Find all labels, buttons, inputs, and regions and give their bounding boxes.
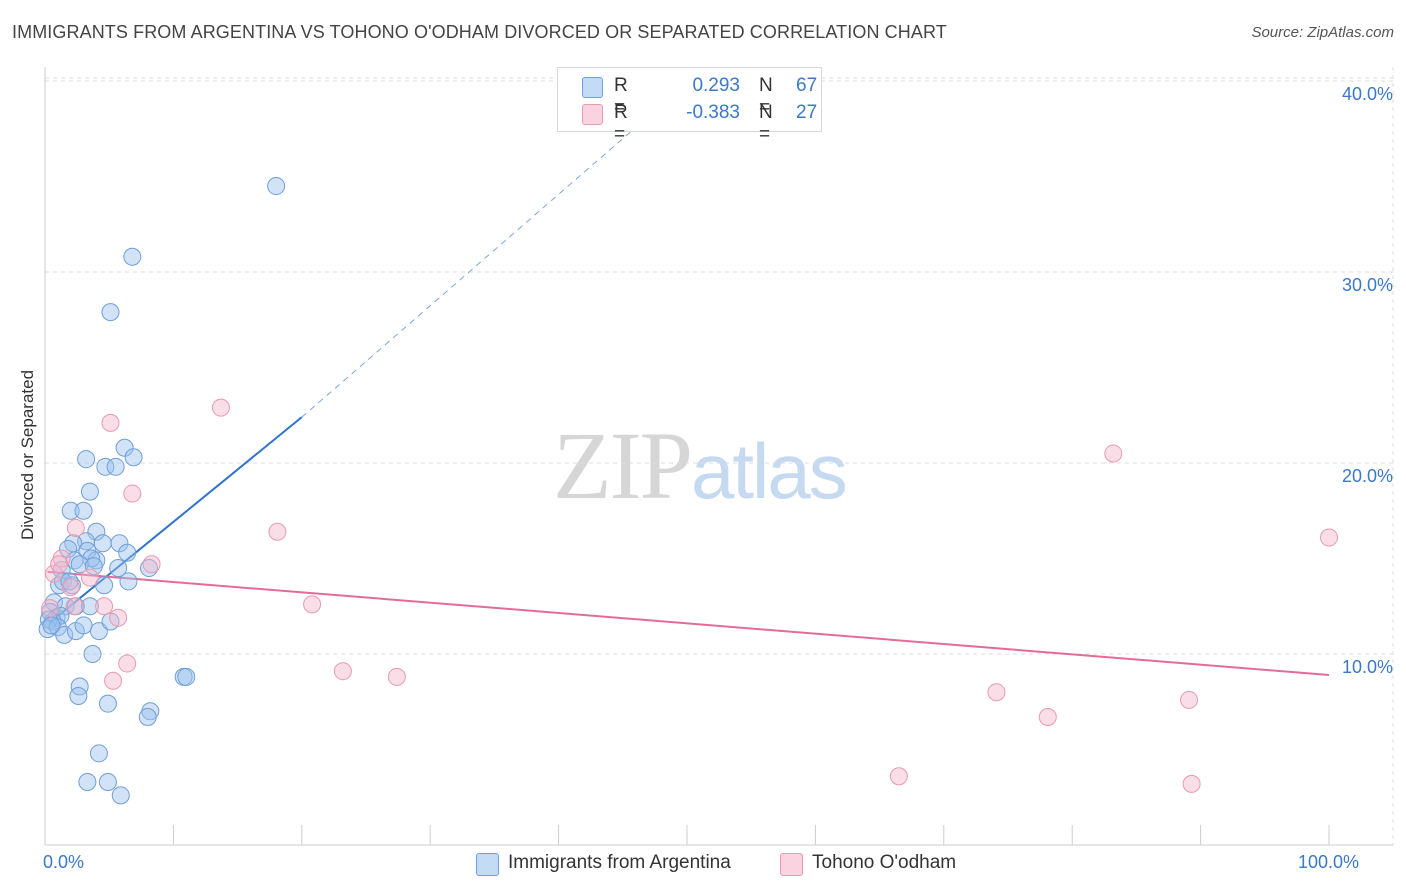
x-tick-label-min: 0.0% — [43, 852, 85, 872]
point-tohono — [118, 654, 137, 673]
legend-n-value: 27 — [796, 102, 818, 123]
point-argentina — [59, 539, 78, 558]
point-argentina — [119, 572, 138, 591]
source-label: Source: ZipAtlas.com — [1251, 24, 1394, 41]
trend-line-argentina — [48, 416, 303, 625]
point-argentina — [83, 645, 102, 663]
watermark: ZIPatlas — [553, 410, 848, 521]
data-points — [38, 177, 1338, 805]
point-tohono — [80, 568, 99, 587]
point-argentina — [267, 177, 286, 196]
legend-n-label: N = — [759, 102, 773, 145]
watermark-atlas: atlas — [691, 427, 848, 515]
point-argentina — [61, 501, 80, 520]
point-tohono — [65, 597, 84, 616]
point-tohono — [268, 522, 287, 541]
point-argentina — [96, 457, 115, 476]
trend-lines — [47, 82, 1330, 677]
point-argentina — [80, 482, 99, 501]
point-argentina — [77, 450, 96, 469]
point-tohono — [1038, 708, 1057, 727]
point-argentina — [110, 534, 129, 553]
point-argentina — [78, 772, 97, 791]
point-argentina — [48, 618, 67, 637]
point-argentina — [74, 616, 93, 635]
trend-line-argentina-extension — [301, 82, 688, 418]
point-tohono — [211, 398, 230, 417]
legend-swatch-tohono — [582, 104, 603, 125]
series-label-tohono: Tohono O'odham — [812, 852, 957, 873]
point-tohono — [104, 671, 123, 690]
point-tohono — [333, 662, 352, 681]
chart-title: IMMIGRANTS FROM ARGENTINA VS TOHONO O'OD… — [12, 22, 947, 42]
point-argentina — [118, 543, 137, 562]
point-argentina — [70, 677, 89, 696]
legend-r-label: R = — [614, 75, 628, 118]
point-argentina — [138, 708, 157, 727]
point-tohono — [50, 555, 69, 574]
series-swatch-argentina — [476, 853, 499, 876]
point-argentina — [98, 694, 117, 713]
correlation-legend: R = 0.293 N = 67 R = -0.383 N = 27 — [557, 67, 822, 145]
point-tohono — [101, 413, 120, 432]
series-label-argentina: Immigrants from Argentina — [508, 852, 731, 873]
y-axis-label: Divorced or Separated — [18, 369, 37, 541]
legend-r-value: 0.293 — [692, 75, 740, 96]
point-argentina — [101, 303, 120, 322]
grid-lines — [45, 67, 1394, 845]
legend-n-value: 67 — [796, 75, 818, 96]
point-argentina — [98, 772, 117, 791]
legend-r-label: R = — [614, 102, 628, 145]
point-tohono — [303, 595, 322, 614]
point-tohono — [889, 767, 908, 786]
legend-r-value: -0.383 — [686, 102, 740, 123]
point-argentina — [74, 501, 93, 520]
y-tick-label: 30.0% — [1341, 275, 1393, 295]
point-argentina — [177, 667, 196, 686]
point-tohono — [66, 518, 85, 537]
point-argentina — [69, 687, 88, 706]
y-tick-label: 10.0% — [1341, 657, 1393, 677]
point-argentina — [123, 247, 142, 266]
point-tohono — [142, 555, 161, 574]
point-tohono — [61, 578, 80, 597]
series-swatch-tohono — [780, 853, 803, 876]
axes — [44, 67, 1393, 846]
point-argentina — [111, 786, 130, 805]
point-argentina — [80, 597, 99, 616]
point-tohono — [109, 608, 128, 627]
point-argentina — [55, 625, 74, 644]
point-tohono — [95, 597, 114, 616]
point-argentina — [93, 534, 112, 553]
legend-n-label: N = — [759, 75, 773, 118]
watermark-zip: ZIP — [553, 412, 693, 519]
point-tohono — [387, 667, 406, 686]
point-argentina — [60, 572, 79, 591]
y-tick-label: 20.0% — [1341, 466, 1393, 486]
point-tohono — [44, 564, 63, 583]
point-tohono — [1180, 690, 1199, 709]
y-tick-label: 40.0% — [1341, 84, 1393, 104]
point-argentina — [42, 616, 61, 635]
point-argentina — [89, 622, 108, 641]
trend-line-tohono — [47, 570, 1330, 677]
point-tohono — [987, 683, 1006, 702]
x-tick-label-max: 100.0% — [1298, 852, 1360, 872]
point-argentina — [124, 448, 143, 467]
point-argentina — [84, 557, 103, 576]
point-tohono — [1182, 774, 1201, 793]
point-argentina — [89, 744, 108, 763]
point-tohono — [1104, 444, 1123, 463]
legend-swatch-argentina — [582, 77, 603, 98]
point-argentina — [70, 555, 89, 574]
point-tohono — [41, 599, 60, 618]
point-argentina — [95, 576, 114, 595]
point-tohono — [123, 484, 142, 503]
point-argentina — [106, 457, 125, 476]
point-argentina — [115, 438, 134, 457]
point-tohono — [1320, 528, 1338, 547]
point-argentina — [109, 559, 128, 578]
